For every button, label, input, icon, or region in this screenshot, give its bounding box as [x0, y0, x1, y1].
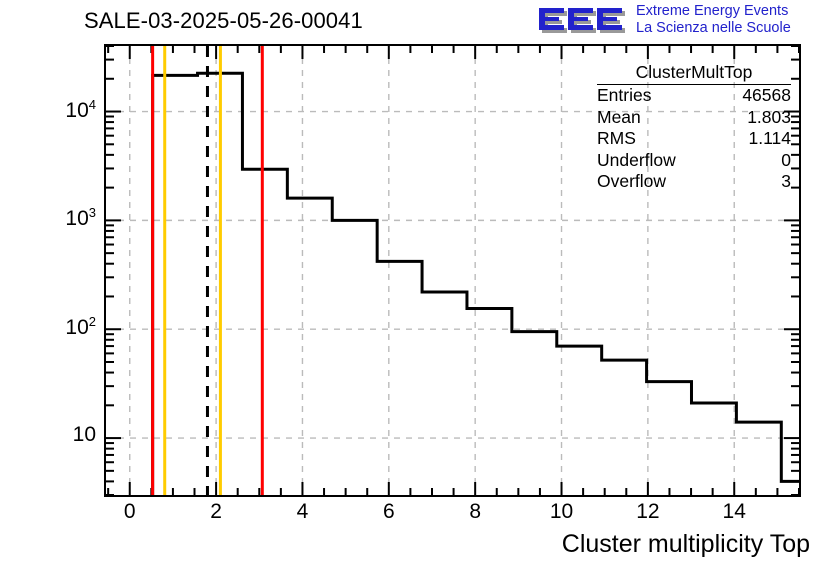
stats-row: Underflow 0 [597, 150, 791, 172]
x-tick-label: 10 [549, 500, 574, 523]
page-title: SALE-03-2025-05-26-00041 [84, 8, 363, 33]
plot-frame [104, 44, 801, 497]
stats-rows: Entries 46568 Mean 1.803 RMS 1.114 Underflow 0 O… [597, 85, 791, 193]
y-tick-label: 104 [65, 96, 96, 122]
x-tick-label: 2 [210, 500, 222, 523]
stats-row-value: 46568 [742, 85, 791, 105]
eee-logo-line2: La Scienza nelle Scuole [636, 19, 791, 36]
eee-logo-text: Extreme Energy Events La Scienza nelle S… [636, 3, 791, 36]
histogram-plot [106, 46, 799, 495]
stats-row: Entries 46568 [597, 85, 791, 107]
x-tick-label: 0 [123, 500, 136, 523]
stats-box: ClusterMultTop Entries 46568 Mean 1.803 RMS 1… [597, 62, 791, 193]
y-tick-label: 103 [65, 205, 96, 231]
stats-row-value: 1.114 [748, 128, 792, 148]
x-axis-title: Cluster multiplicity Top [561, 530, 810, 558]
x-tick-label: 14 [722, 500, 746, 523]
x-tick-label: 12 [636, 500, 660, 523]
x-tick-label: 6 [382, 500, 395, 523]
x-tick-label: 8 [469, 500, 481, 523]
eee-logo: Extreme Energy Events La Scienza nelle S… [538, 2, 834, 42]
stats-row-value: 0 [781, 149, 791, 170]
stats-row-value: 1.803 [747, 106, 791, 127]
stats-row: Mean 1.803 [597, 107, 791, 129]
eee-logo-mark [539, 8, 625, 33]
stats-title: ClusterMultTop [597, 62, 791, 85]
stats-row-label: Mean [597, 106, 641, 127]
stats-row-label: RMS [597, 128, 636, 148]
y-tick-label: 102 [65, 314, 96, 340]
stats-row-value: 3 [781, 171, 791, 191]
eee-logo-line1: Extreme Energy Events [636, 3, 789, 19]
stats-row-label: Entries [597, 85, 652, 105]
stats-row-label: Underflow [597, 149, 676, 170]
stats-row-label: Overflow [597, 171, 667, 191]
stats-row: Overflow 3 [597, 171, 791, 193]
stats-row: RMS 1.114 [597, 128, 791, 150]
y-tick-label: 10 [72, 423, 96, 447]
x-tick-label: 4 [296, 500, 309, 523]
